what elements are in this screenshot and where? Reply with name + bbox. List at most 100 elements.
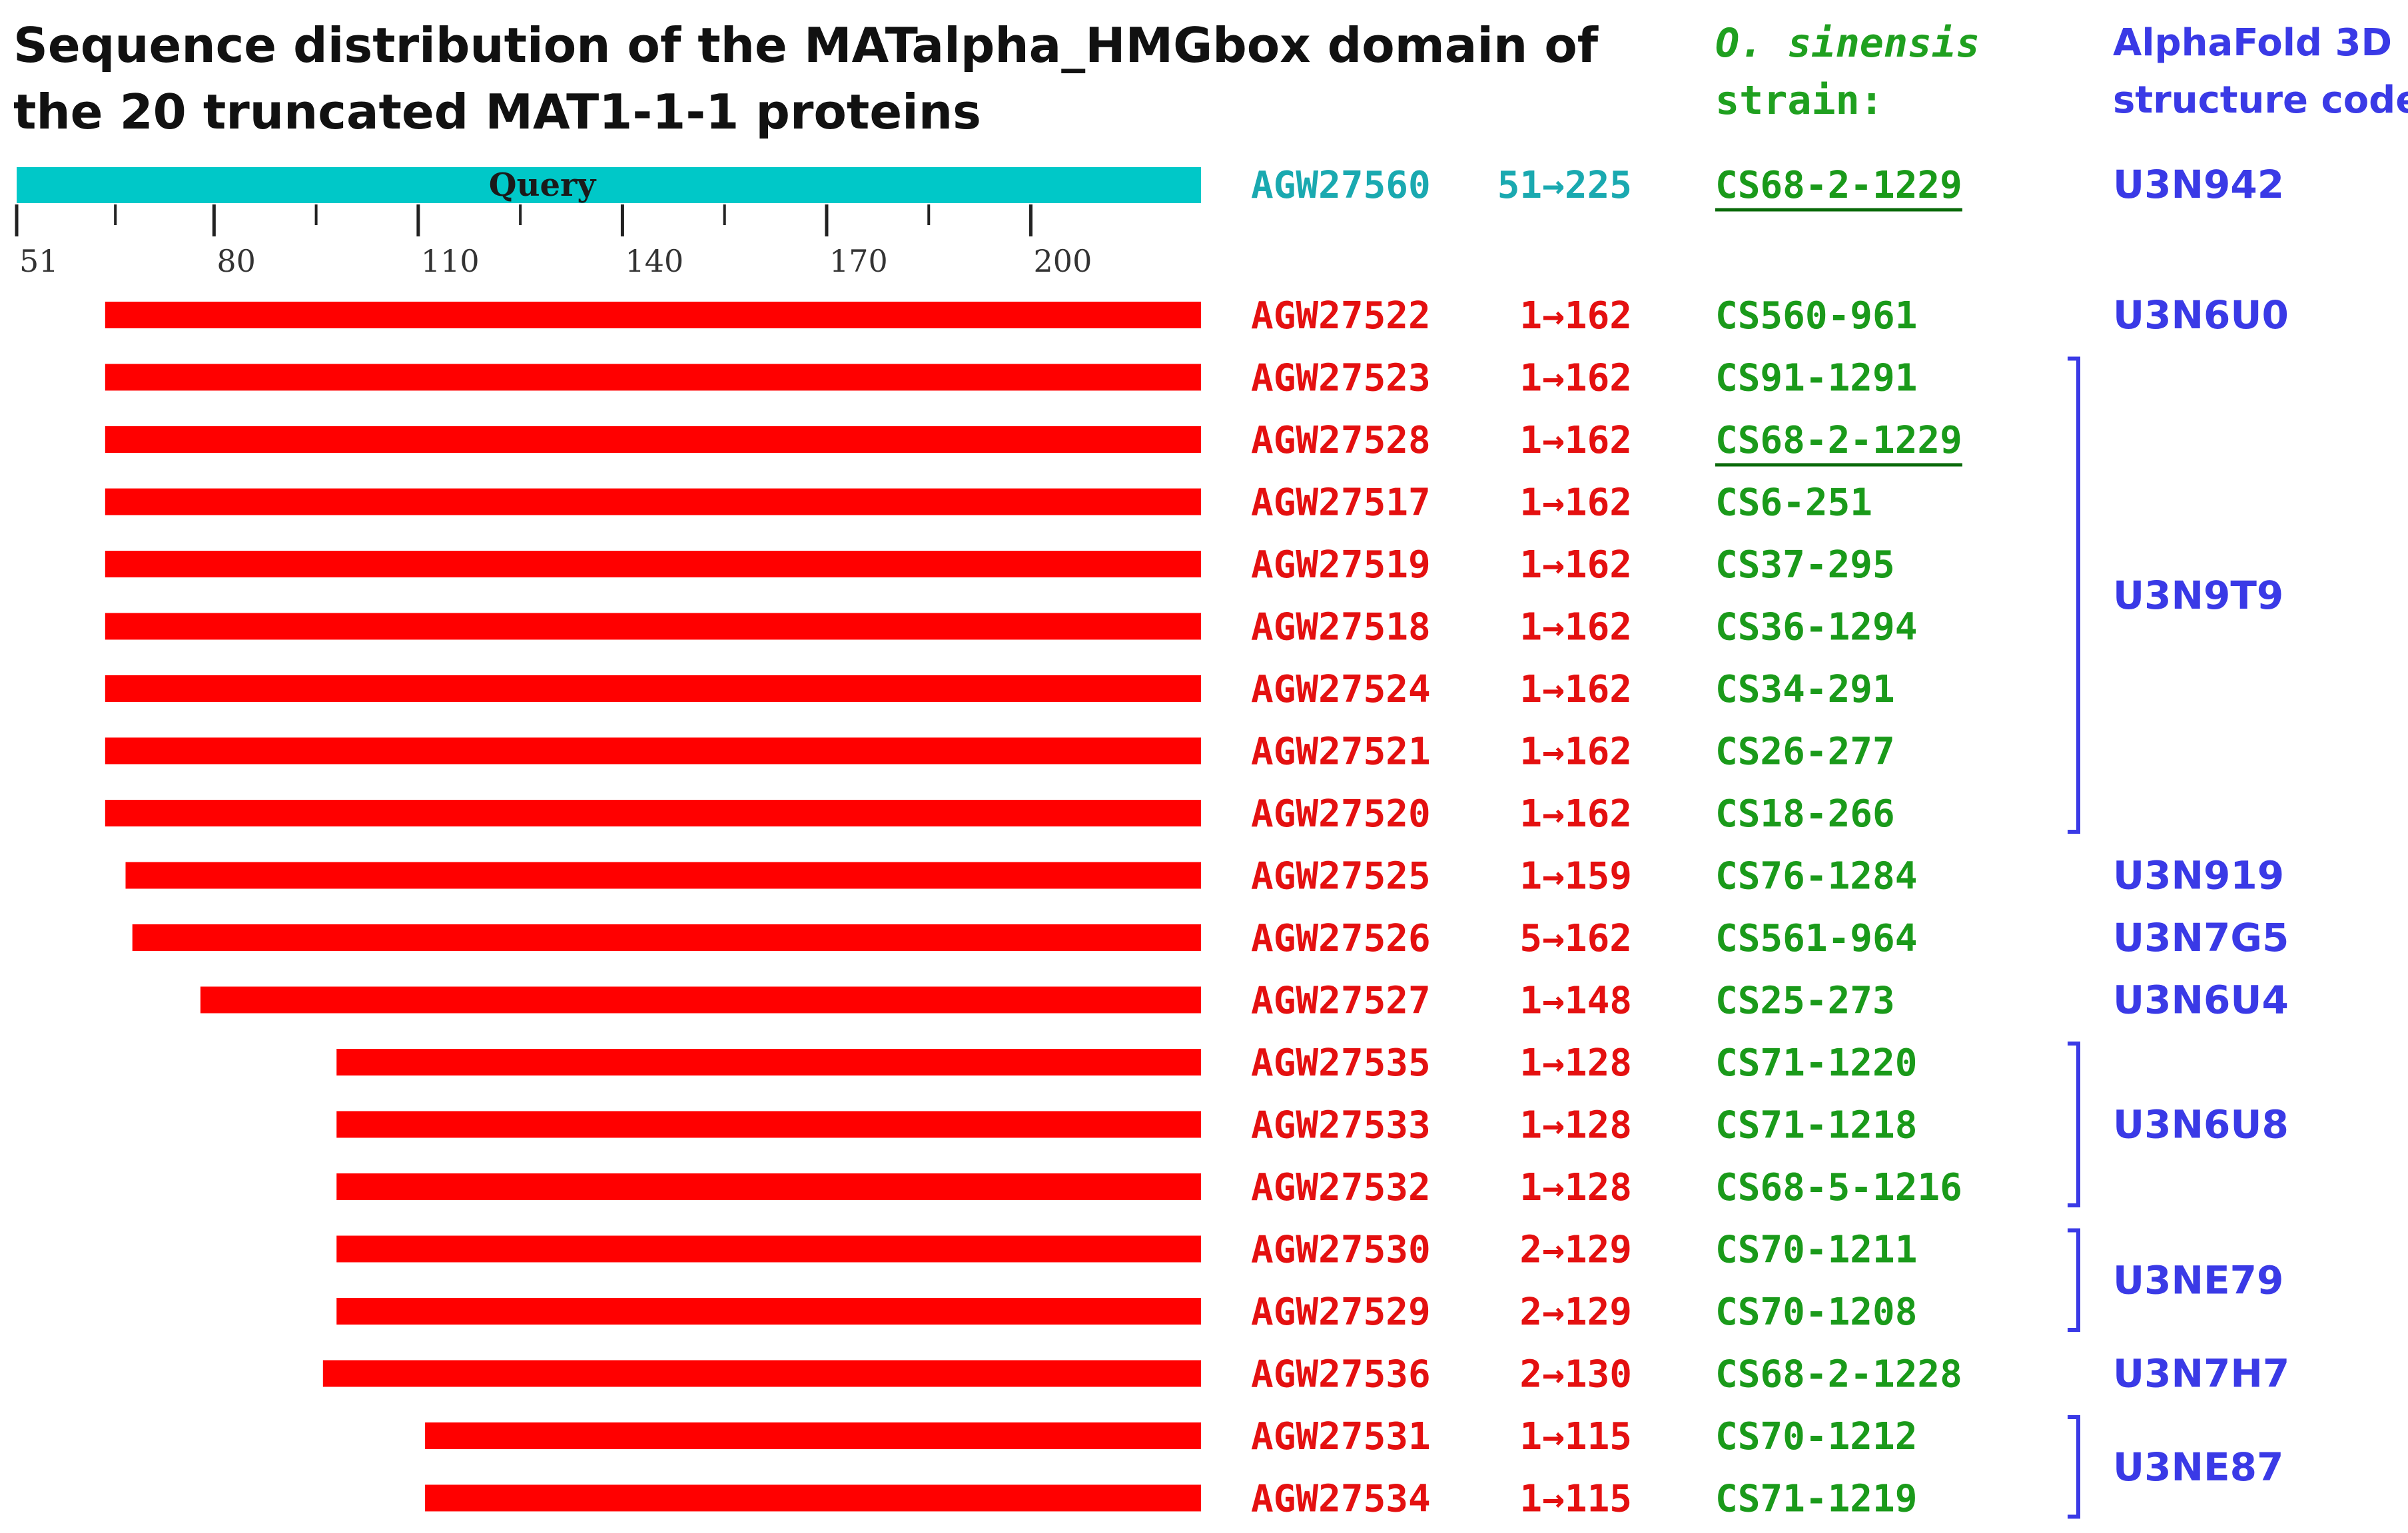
accession-label: AGW27535 — [1251, 1042, 1431, 1085]
group-bracket — [2068, 356, 2080, 834]
accession-label: AGW27536 — [1251, 1353, 1431, 1396]
range-label: 1→128 — [1519, 1042, 1632, 1085]
protein-row-AGW27520: AGW27520 1→162 CS18-266 — [105, 792, 1895, 836]
accession-label: AGW27521 — [1251, 731, 1431, 774]
structure-group-U3N6U0: U3N6U0 — [2113, 292, 2289, 338]
protein-row-AGW27533: AGW27533 1→128 CS71-1218 — [336, 1104, 1917, 1147]
accession-label: AGW27530 — [1251, 1229, 1431, 1272]
protein-row-AGW27518: AGW27518 1→162 CS36-1294 — [105, 606, 1917, 649]
domain-bar — [336, 1235, 1201, 1263]
structure-group-U3N6U4: U3N6U4 — [2113, 978, 2289, 1023]
range-label: 2→129 — [1519, 1229, 1632, 1272]
domain-bar — [425, 1484, 1201, 1512]
strain-label: CS560-961 — [1715, 294, 1917, 338]
domain-bar — [105, 737, 1201, 765]
query-accession: AGW27560 — [1251, 164, 1431, 207]
structure-code-label: U3NE87 — [2113, 1444, 2283, 1490]
strain-label: CS36-1294 — [1715, 606, 1917, 649]
accession-label: AGW27517 — [1251, 481, 1431, 525]
figure-title: Sequence distribution of the MATalpha_HM… — [13, 12, 1598, 145]
strain-label: CS71-1218 — [1715, 1104, 1917, 1147]
accession-label: AGW27522 — [1251, 294, 1431, 338]
structure-code-label: U3N9T9 — [2113, 573, 2283, 618]
domain-bar — [322, 1360, 1201, 1387]
protein-row-AGW27535: AGW27535 1→128 CS71-1220 — [336, 1042, 1917, 1085]
structure-group-U3N9T9: U3N9T9 — [2068, 356, 2283, 834]
strain-label: CS68-2-1229 — [1715, 419, 1962, 462]
protein-row-AGW27526: AGW27526 5→162 CS561-964 — [132, 917, 1917, 960]
protein-row-AGW27528: AGW27528 1→162 CS68-2-1229 — [105, 419, 1962, 467]
strain-label: CS26-277 — [1715, 731, 1895, 774]
accession-label: AGW27520 — [1251, 792, 1431, 836]
protein-row-AGW27532: AGW27532 1→128 CS68-5-1216 — [336, 1166, 1962, 1209]
range-label: 1→159 — [1519, 855, 1632, 898]
strain-label: CS34-291 — [1715, 668, 1895, 711]
figure-title-line-2: the 20 truncated MAT1-1-1 proteins — [13, 84, 981, 140]
strain-label: CS91-1291 — [1715, 357, 1917, 400]
range-label: 1→128 — [1519, 1104, 1632, 1147]
domain-bar — [336, 1049, 1201, 1075]
strain-label: CS68-2-1228 — [1715, 1353, 1962, 1396]
domain-bar — [200, 986, 1202, 1014]
protein-row-AGW27523: AGW27523 1→162 CS91-1291 — [105, 357, 1917, 400]
query-bar-label: Query — [489, 166, 598, 204]
domain-bar — [105, 551, 1201, 577]
axis-tick-label: 51 — [19, 243, 59, 279]
protein-row-AGW27531: AGW27531 1→115 CS70-1212 — [425, 1415, 1917, 1458]
domain-bar — [125, 862, 1201, 889]
strain-label: CS18-266 — [1715, 792, 1895, 836]
strain-species-label: O. sinensis — [1715, 20, 1980, 67]
range-label: 1→162 — [1519, 357, 1632, 400]
structure-code-label: U3N6U0 — [2113, 292, 2289, 338]
group-bracket — [2068, 1042, 2080, 1207]
accession-label: AGW27518 — [1251, 606, 1431, 649]
accession-label: AGW27534 — [1251, 1478, 1431, 1521]
strain-label: CS71-1220 — [1715, 1042, 1917, 1085]
accession-label: AGW27528 — [1251, 419, 1431, 462]
domain-bar — [132, 924, 1201, 951]
structure-group-U3NE87: U3NE87 — [2068, 1415, 2283, 1519]
domain-bar — [105, 488, 1201, 515]
protein-row-AGW27524: AGW27524 1→162 CS34-291 — [105, 668, 1895, 711]
protein-row-AGW27525: AGW27525 1→159 CS76-1284 — [125, 855, 1917, 898]
axis-tick-label: 80 — [216, 243, 256, 279]
figure-title-line-1: Sequence distribution of the MATalpha_HM… — [13, 17, 1599, 73]
range-label: 1→162 — [1519, 792, 1632, 836]
protein-row-AGW27530: AGW27530 2→129 CS70-1211 — [336, 1229, 1917, 1272]
axis-tick-label: 140 — [625, 243, 683, 279]
strain-column-header: O. sinensis strain: — [1715, 15, 1980, 129]
accession-label: AGW27519 — [1251, 543, 1431, 587]
strain-label: CS70-1208 — [1715, 1291, 1917, 1334]
domain-bar — [336, 1298, 1201, 1325]
domain-bar — [336, 1111, 1201, 1138]
strain-word-label: strain: — [1715, 77, 1884, 124]
range-label: 2→129 — [1519, 1291, 1632, 1334]
group-bracket — [2068, 1228, 2080, 1332]
range-label: 1→162 — [1519, 606, 1632, 649]
domain-bar — [105, 613, 1201, 640]
protein-row-AGW27521: AGW27521 1→162 CS26-277 — [105, 731, 1895, 774]
structure-group-U3N919: U3N919 — [2113, 853, 2284, 898]
accession-label: AGW27533 — [1251, 1104, 1431, 1147]
strain-label: CS6-251 — [1715, 481, 1872, 525]
domain-bar — [336, 1173, 1201, 1200]
range-label: 1→115 — [1519, 1415, 1632, 1458]
range-label: 1→162 — [1519, 481, 1632, 525]
group-bracket — [2068, 1415, 2080, 1519]
accession-label: AGW27531 — [1251, 1415, 1431, 1458]
range-label: 5→162 — [1519, 917, 1632, 960]
structure-code-label: U3N7G5 — [2113, 915, 2289, 960]
protein-row-AGW27536: AGW27536 2→130 CS68-2-1228 — [322, 1353, 1962, 1396]
protein-row-AGW27534: AGW27534 1→115 CS71-1219 — [425, 1478, 1917, 1521]
protein-row-AGW27517: AGW27517 1→162 CS6-251 — [105, 481, 1872, 525]
axis-tick-label: 170 — [829, 243, 888, 279]
strain-label: CS561-964 — [1715, 917, 1917, 960]
range-label: 1→162 — [1519, 668, 1632, 711]
accession-label: AGW27525 — [1251, 855, 1431, 898]
range-label: 2→130 — [1519, 1353, 1632, 1396]
query-range: 51→225 — [1497, 164, 1632, 207]
range-label: 1→128 — [1519, 1166, 1632, 1209]
domain-bar — [425, 1422, 1201, 1449]
structure-group-U3N7H7: U3N7H7 — [2113, 1351, 2289, 1396]
protein-row-AGW27522: AGW27522 1→162 CS560-961 — [105, 294, 1917, 338]
